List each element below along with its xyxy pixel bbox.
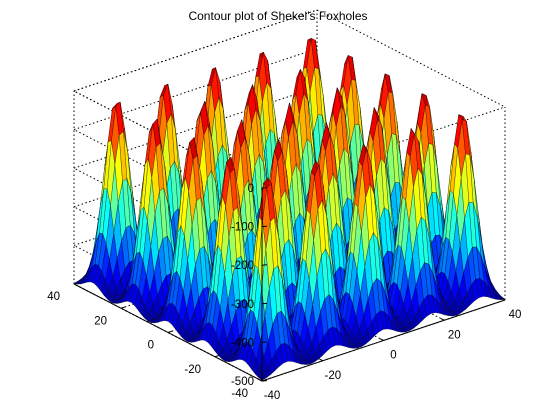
z-tick-label: -500 — [231, 376, 254, 388]
x-tick-label: -40 — [264, 390, 281, 402]
y-tick-label: 0 — [148, 340, 154, 352]
y-tick-label: -20 — [184, 364, 201, 376]
z-gridline — [73, 90, 263, 189]
y-tick — [261, 379, 267, 382]
z-gridline — [73, 86, 318, 169]
y-tick — [73, 282, 79, 285]
chart-title: Contour plot of Shekel's Foxholes — [188, 9, 367, 23]
tick-labels: -500-400-300-200-1000-40-2002040-40-2002… — [47, 183, 521, 402]
y-tick-label: 40 — [47, 291, 60, 303]
z-tick-label: 0 — [248, 183, 254, 195]
y-tick — [120, 306, 126, 309]
x-tick-label: 40 — [509, 309, 522, 321]
box-edge — [316, 9, 506, 108]
z-tick-label: -300 — [231, 299, 254, 311]
x-tick — [379, 338, 384, 341]
z-gridline — [73, 48, 318, 131]
z-tick-label: -200 — [231, 260, 254, 272]
z-gridline — [73, 9, 318, 92]
x-tick-label: -20 — [324, 370, 341, 382]
x-tick — [440, 318, 445, 321]
y-tick — [214, 354, 220, 358]
foxhole-surface — [73, 37, 506, 381]
y-tick — [167, 330, 173, 333]
x-tick-label: 20 — [448, 329, 461, 341]
front-axes-frame — [73, 187, 506, 382]
z-tick-label: -400 — [231, 337, 254, 349]
x-tick-label: 0 — [390, 350, 396, 362]
z-gridline — [73, 129, 263, 228]
y-tick-label: -40 — [231, 388, 248, 400]
x-tick — [501, 297, 506, 301]
x-tick — [258, 378, 263, 382]
y-tick-label: 20 — [94, 315, 107, 327]
x-tick — [319, 358, 323, 362]
z-tick-label: -100 — [231, 222, 254, 234]
